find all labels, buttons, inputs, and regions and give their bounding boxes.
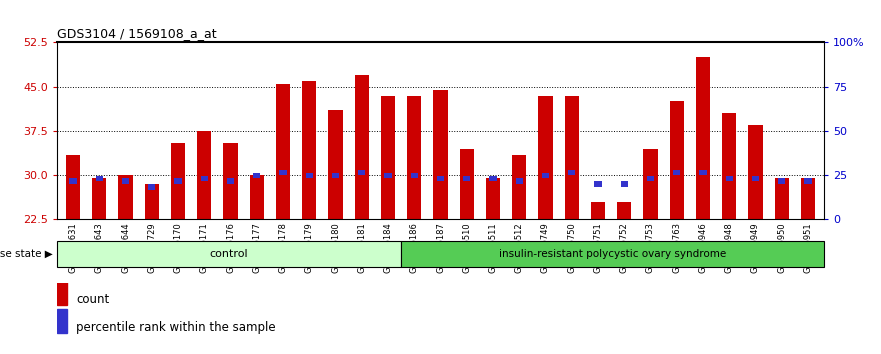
Bar — [411, 172, 418, 178]
Bar — [329, 110, 343, 219]
Bar — [223, 143, 238, 219]
Bar — [670, 102, 684, 219]
Text: GDS3104 / 1569108_a_at: GDS3104 / 1569108_a_at — [57, 27, 217, 40]
Bar — [774, 178, 789, 219]
Bar — [332, 172, 339, 178]
Bar — [568, 170, 575, 175]
Bar — [359, 170, 366, 175]
Bar — [279, 170, 286, 175]
Bar — [144, 184, 159, 219]
Text: disease state ▶: disease state ▶ — [0, 249, 53, 259]
Bar — [620, 181, 628, 187]
Bar — [751, 176, 759, 181]
Bar — [804, 178, 811, 184]
Bar — [407, 96, 421, 219]
Bar — [647, 176, 654, 181]
Bar — [778, 178, 785, 184]
Bar — [92, 178, 107, 219]
Bar — [617, 202, 632, 219]
Bar — [354, 75, 369, 219]
Bar — [433, 90, 448, 219]
Bar — [96, 176, 103, 181]
Bar — [384, 172, 392, 178]
Bar — [276, 84, 290, 219]
Bar — [542, 172, 549, 178]
Bar — [302, 81, 316, 219]
Bar — [748, 125, 763, 219]
Bar — [463, 176, 470, 181]
Bar — [57, 241, 401, 267]
Bar — [174, 178, 181, 184]
Text: control: control — [210, 249, 248, 259]
Bar — [197, 131, 211, 219]
Bar — [489, 176, 497, 181]
Text: percentile rank within the sample: percentile rank within the sample — [76, 321, 276, 334]
Bar — [696, 57, 710, 219]
Bar — [201, 176, 208, 181]
Bar — [122, 178, 130, 184]
Bar — [401, 241, 824, 267]
Bar — [460, 149, 474, 219]
Bar — [565, 96, 579, 219]
Bar — [148, 184, 155, 190]
Bar — [591, 202, 605, 219]
Bar — [249, 175, 264, 219]
Bar — [643, 149, 658, 219]
Bar — [171, 143, 185, 219]
Bar — [801, 178, 815, 219]
Bar — [673, 170, 680, 175]
Text: count: count — [76, 292, 109, 306]
Bar — [515, 178, 522, 184]
Bar — [253, 172, 261, 178]
Bar — [70, 178, 77, 184]
Bar — [118, 175, 133, 219]
Bar — [595, 181, 602, 187]
Bar — [57, 309, 67, 333]
Bar — [485, 178, 500, 219]
Text: insulin-resistant polycystic ovary syndrome: insulin-resistant polycystic ovary syndr… — [499, 249, 726, 259]
Bar — [538, 96, 552, 219]
Bar — [437, 176, 444, 181]
Bar — [57, 281, 67, 305]
Bar — [306, 172, 313, 178]
Bar — [66, 155, 80, 219]
Bar — [722, 113, 737, 219]
Bar — [700, 170, 707, 175]
Bar — [227, 178, 234, 184]
Bar — [381, 96, 396, 219]
Bar — [512, 155, 527, 219]
Bar — [726, 176, 733, 181]
